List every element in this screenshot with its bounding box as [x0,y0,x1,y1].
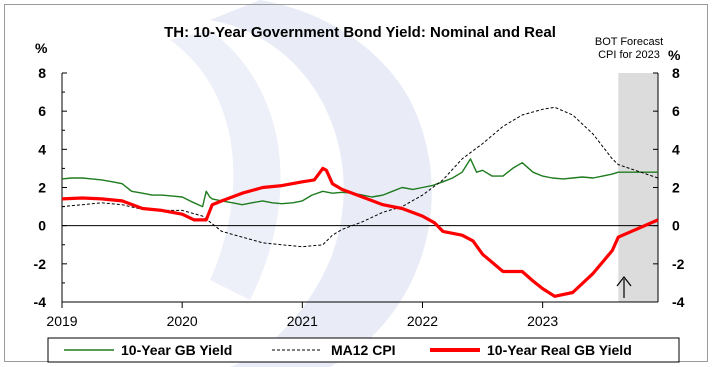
x-ticks: 2019 2020 2021 2022 2023 [46,302,558,329]
series-line-nominal [61,158,658,208]
y-tick-left: 0 [38,218,46,234]
y-tick-left: -4 [34,294,47,310]
y-tick-right: 8 [672,65,680,81]
y-tick-right: 4 [672,141,680,157]
legend-label-nominal: 10-Year GB Yield [121,342,232,358]
y-tick-left: -2 [34,256,47,272]
y-tick-left: 4 [38,141,46,157]
x-tick-label: 2023 [527,313,558,329]
series-line-cpi [61,106,659,248]
y-unit-right: % [668,47,681,63]
y-tick-left: 2 [38,180,46,196]
x-tick-label: 2022 [407,313,438,329]
y-tick-right: 2 [672,180,680,196]
y-tick-left: 6 [38,103,46,119]
y-ticks-left: 8 6 4 2 0 -2 -4 [34,65,67,310]
legend-label-real: 10-Year Real GB Yield [487,342,632,358]
legend-box [47,337,680,363]
x-tick-label: 2019 [46,313,77,329]
y-tick-left: 8 [38,65,46,81]
x-tick-label: 2021 [287,313,318,329]
x-tick-label: 2020 [167,313,198,329]
series-line-real [61,166,659,298]
forecast-arrow [616,276,632,298]
y-ticks-right: 8 6 4 2 0 -2 -4 [653,65,685,310]
forecast-note-line2: CPI for 2023 [598,49,660,61]
y-unit-left: % [35,40,48,56]
legend-label-cpi: MA12 CPI [331,342,396,358]
legend: 10-Year GB Yield MA12 CPI 10-Year Real G… [47,337,680,363]
forecast-note-line1: BOT Forecast [595,36,663,48]
series-layer [61,106,659,298]
y-tick-right: -4 [672,294,685,310]
chart-title: TH: 10-Year Government Bond Yield: Nomin… [164,24,556,41]
y-tick-right: 0 [672,218,680,234]
y-tick-right: -2 [672,256,685,272]
y-tick-right: 6 [672,103,680,119]
forecast-band [618,73,658,302]
